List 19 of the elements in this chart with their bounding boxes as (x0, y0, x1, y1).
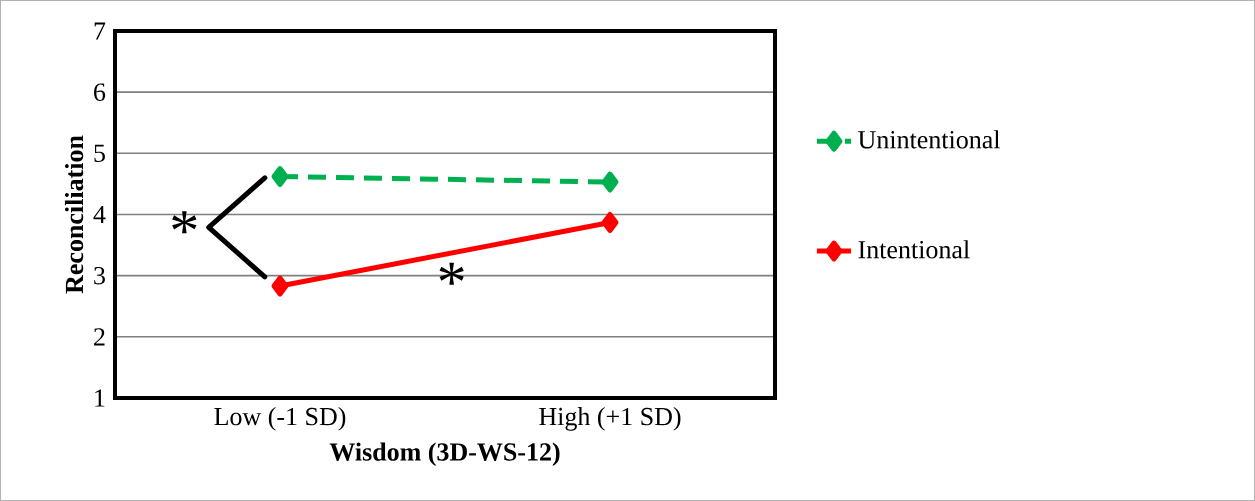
y-tick-label: 3 (94, 266, 105, 285)
y-tick-label: 5 (94, 144, 105, 162)
y-tick-label: 1 (95, 389, 105, 407)
x-tick-label: Low (-1 SD) (214, 407, 346, 431)
point (271, 166, 289, 188)
y-tick-label: 4 (93, 205, 106, 224)
x-tick-label: High (+1 SD) (539, 407, 681, 431)
y-axis-title: Reconciliation (64, 135, 84, 294)
x-axis-title: Wisdom (3D-WS-12) (329, 442, 560, 466)
legend-label: Intentional (858, 240, 970, 259)
annotation: * (172, 211, 197, 234)
point (601, 171, 619, 193)
point (601, 211, 619, 233)
legend-label: Unintentional (858, 130, 1001, 149)
point (271, 275, 289, 297)
y-tick-label: 6 (94, 83, 106, 101)
annotation: * (439, 262, 464, 285)
y-tick-label: 7 (94, 22, 106, 40)
y-tick-label: 2 (94, 328, 105, 346)
